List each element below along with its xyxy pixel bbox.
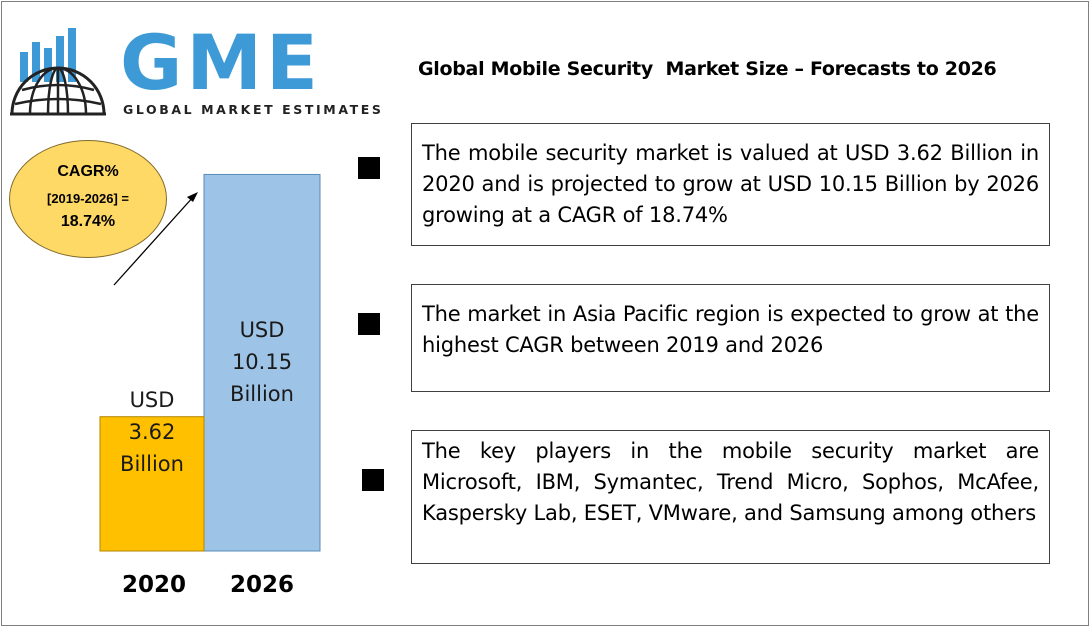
gme-logo: GME GLOBAL MARKET ESTIMATES	[8, 18, 381, 122]
logo-tagline: GLOBAL MARKET ESTIMATES	[123, 102, 384, 117]
logo-letters: GME	[120, 18, 322, 107]
category-label-2020: 2020	[121, 572, 186, 598]
cagr-value: 18.74%	[60, 213, 116, 230]
globe-icon	[10, 28, 106, 116]
info-text: The market in Asia Pacific region is exp…	[422, 302, 1039, 357]
info-text: The mobile security market is valued at …	[422, 141, 1039, 227]
growth-arrow	[113, 195, 195, 286]
growth-arrow-head	[187, 192, 198, 202]
cagr-period: [2019-2026] =	[46, 191, 130, 206]
info-box-asia-pacific: The market in Asia Pacific region is exp…	[411, 284, 1050, 392]
square-bullet-icon	[358, 313, 380, 335]
square-bullet-icon	[362, 469, 384, 491]
bar-label-line: Billion	[120, 452, 184, 476]
bar-label-line: Billion	[230, 382, 294, 406]
bar-value-label-2020: USD 3.62 Billion	[100, 384, 204, 480]
category-label-2026: 2026	[229, 572, 294, 598]
bar-label-line: USD	[129, 388, 175, 412]
page-title: Global Mobile Security Market Size – For…	[418, 58, 997, 80]
info-text: The key players in the mobile security m…	[422, 439, 1039, 525]
bar-label-line: 3.62	[128, 420, 176, 444]
cagr-label: CAGR%	[57, 163, 119, 180]
info-box-key-players: The key players in the mobile security m…	[411, 430, 1050, 564]
bar-label-line: 10.15	[231, 350, 293, 374]
bar-2020	[99, 416, 205, 552]
bar-value-label-2026: USD 10.15 Billion	[204, 314, 320, 410]
bar-chart	[99, 173, 321, 552]
cagr-bubble: CAGR% [2019-2026] = 18.74%	[9, 140, 167, 258]
square-bullet-icon	[358, 157, 380, 179]
bar-label-line: USD	[239, 318, 285, 342]
bar-2026	[203, 173, 321, 552]
info-box-market-value: The mobile security market is valued at …	[411, 123, 1050, 246]
